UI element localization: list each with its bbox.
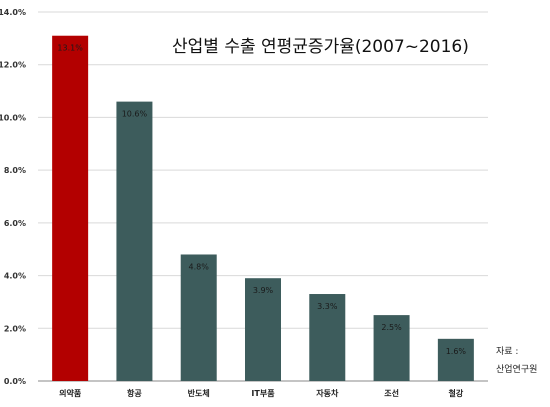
- y-tick-label: 0.0%: [4, 377, 26, 386]
- y-tick-label: 10.0%: [0, 113, 26, 122]
- y-tick-label: 2.0%: [4, 324, 26, 333]
- data-labels: 13.1% 10.6% 4.8% 3.9% 3.3% 2.5% 1.6%: [57, 44, 466, 356]
- category-label: 의약품: [59, 388, 82, 398]
- data-label: 1.6%: [446, 347, 467, 356]
- category-label: IT부품: [251, 389, 275, 398]
- bar: [245, 278, 281, 381]
- gridlines: [38, 11, 488, 382]
- source-label: 자료 :: [496, 346, 518, 357]
- bar: [180, 254, 217, 381]
- bar: [373, 315, 410, 381]
- bar: [52, 35, 89, 381]
- data-label: 4.8%: [189, 262, 210, 271]
- y-axis-ticks: 0.0% 2.0% 4.0% 6.0% 8.0% 10.0% 12.0% 14.0%: [0, 8, 26, 386]
- data-label: 10.6%: [122, 110, 148, 119]
- category-label: 자동차: [316, 388, 339, 398]
- source-name: 산업연구원: [496, 364, 537, 375]
- x-axis-categories: 의약품 항공 반도체 IT부품 자동차 조선 철강: [59, 388, 464, 398]
- category-label: 항공: [127, 388, 142, 398]
- data-label: 3.9%: [253, 286, 274, 295]
- bar: [437, 338, 474, 381]
- y-tick-label: 4.0%: [4, 272, 26, 281]
- y-tick-label: 8.0%: [4, 166, 26, 175]
- data-label: 3.3%: [317, 302, 338, 311]
- chart-title: 산업별 수출 연평균증가율(2007~2016): [172, 37, 469, 57]
- category-label: 반도체: [188, 388, 210, 398]
- category-label: 철강: [448, 388, 463, 398]
- bar: [309, 294, 346, 381]
- data-label: 2.5%: [381, 323, 402, 332]
- bar: [116, 101, 153, 381]
- y-tick-label: 14.0%: [0, 8, 26, 17]
- y-tick-label: 12.0%: [0, 61, 26, 70]
- bars: [52, 35, 474, 381]
- category-label: 조선: [384, 388, 399, 398]
- y-tick-label: 6.0%: [4, 219, 26, 228]
- data-label: 13.1%: [57, 44, 83, 53]
